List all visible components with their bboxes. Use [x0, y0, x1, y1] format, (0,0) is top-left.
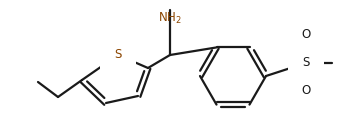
Text: O: O	[301, 84, 311, 97]
Text: S: S	[302, 56, 310, 70]
Text: O: O	[301, 29, 311, 42]
Text: NH$_2$: NH$_2$	[158, 10, 182, 26]
Text: S: S	[114, 48, 122, 61]
